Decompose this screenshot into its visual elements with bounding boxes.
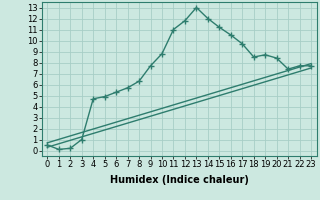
X-axis label: Humidex (Indice chaleur): Humidex (Indice chaleur) <box>110 175 249 185</box>
